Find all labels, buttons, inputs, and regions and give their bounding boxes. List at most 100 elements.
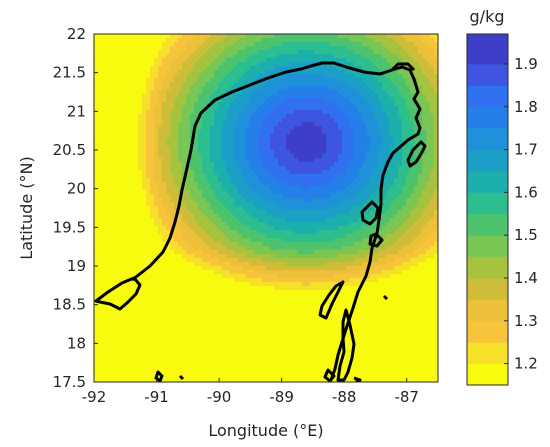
field-cell <box>310 86 315 91</box>
field-cell <box>278 306 283 311</box>
field-cell <box>294 374 299 379</box>
field-cell <box>230 86 235 91</box>
field-cell <box>122 190 127 195</box>
field-cell <box>150 338 155 343</box>
field-cell <box>166 90 171 95</box>
field-cell <box>158 242 163 247</box>
field-cell <box>210 50 215 55</box>
field-cell <box>154 102 159 107</box>
field-cell <box>194 266 199 271</box>
field-cell <box>206 286 211 291</box>
field-cell <box>210 262 215 267</box>
field-cell <box>210 366 215 371</box>
field-cell <box>318 354 323 359</box>
field-cell <box>310 370 315 375</box>
field-cell <box>162 162 167 167</box>
field-cell <box>270 250 275 255</box>
field-cell <box>250 154 255 159</box>
field-cell <box>258 370 263 375</box>
field-cell <box>158 138 163 143</box>
field-cell <box>150 250 155 255</box>
field-cell <box>202 222 207 227</box>
field-cell <box>122 218 127 223</box>
field-cell <box>130 306 135 311</box>
field-cell <box>114 350 119 355</box>
field-cell <box>94 274 99 279</box>
field-cell <box>310 154 315 159</box>
field-cell <box>138 278 143 283</box>
field-cell <box>226 242 231 247</box>
field-cell <box>226 134 231 139</box>
field-cell <box>222 50 227 55</box>
field-cell <box>154 270 159 275</box>
field-cell <box>282 46 287 51</box>
field-cell <box>110 46 115 51</box>
field-cell <box>266 302 271 307</box>
field-cell <box>218 194 223 199</box>
field-cell <box>210 46 215 51</box>
field-cell <box>210 294 215 299</box>
field-cell <box>190 322 195 327</box>
field-cell <box>246 246 251 251</box>
field-cell <box>262 66 267 71</box>
field-cell <box>126 94 131 99</box>
field-cell <box>302 298 307 303</box>
field-cell <box>198 346 203 351</box>
field-cell <box>298 82 303 87</box>
field-cell <box>258 110 263 115</box>
field-cell <box>302 358 307 363</box>
field-cell <box>258 374 263 379</box>
field-cell <box>226 138 231 143</box>
field-cell <box>298 318 303 323</box>
field-cell <box>194 34 199 39</box>
field-cell <box>94 90 99 95</box>
field-cell <box>150 174 155 179</box>
field-cell <box>302 318 307 323</box>
field-cell <box>174 222 179 227</box>
field-cell <box>266 290 271 295</box>
field-cell <box>102 42 107 47</box>
field-cell <box>246 106 251 111</box>
field-cell <box>250 250 255 255</box>
field-cell <box>230 162 235 167</box>
field-cell <box>102 298 107 303</box>
field-cell <box>238 94 243 99</box>
field-cell <box>174 138 179 143</box>
field-cell <box>250 50 255 55</box>
field-cell <box>126 214 131 219</box>
field-cell <box>146 114 151 119</box>
field-cell <box>134 294 139 299</box>
field-cell <box>214 362 219 367</box>
field-cell <box>146 370 151 375</box>
field-cell <box>282 50 287 55</box>
field-cell <box>242 350 247 355</box>
field-cell <box>142 218 147 223</box>
field-cell <box>150 186 155 191</box>
field-cell <box>258 330 263 335</box>
field-cell <box>122 110 127 115</box>
field-cell <box>182 130 187 135</box>
field-cell <box>178 354 183 359</box>
field-cell <box>290 342 295 347</box>
field-cell <box>194 158 199 163</box>
field-cell <box>98 354 103 359</box>
field-cell <box>274 338 279 343</box>
field-cell <box>258 362 263 367</box>
field-cell <box>150 370 155 375</box>
field-cell <box>254 94 259 99</box>
field-cell <box>166 190 171 195</box>
field-cell <box>246 354 251 359</box>
field-cell <box>218 246 223 251</box>
field-cell <box>94 366 99 371</box>
field-cell <box>194 354 199 359</box>
field-cell <box>214 322 219 327</box>
field-cell <box>270 330 275 335</box>
field-cell <box>298 234 303 239</box>
field-cell <box>282 230 287 235</box>
field-cell <box>114 238 119 243</box>
field-cell <box>106 274 111 279</box>
field-cell <box>130 142 135 147</box>
field-cell <box>310 250 315 255</box>
field-cell <box>274 126 279 131</box>
field-cell <box>254 90 259 95</box>
